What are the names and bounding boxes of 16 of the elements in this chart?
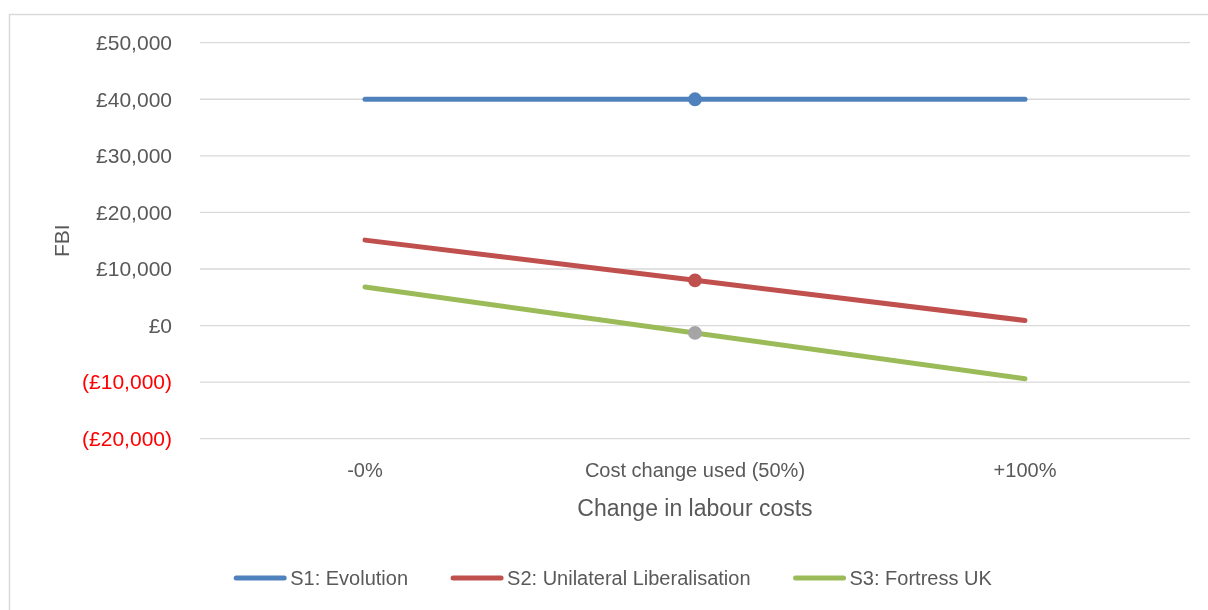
legend-label: S2: Unilateral Liberalisation: [507, 567, 751, 589]
x-tick-label: -0%: [347, 459, 383, 481]
y-tick-label: £30,000: [96, 144, 172, 168]
y-tick-label: £50,000: [96, 31, 172, 55]
y-tick-label: £20,000: [96, 200, 172, 224]
legend-label: S1: Evolution: [290, 567, 409, 589]
y-tick-label: (£10,000): [82, 370, 172, 394]
y-tick-label: £0: [148, 313, 172, 337]
x-tick-label: +100%: [993, 459, 1057, 481]
y-tick-label: £10,000: [96, 257, 172, 281]
x-axis-title: Change in labour costs: [577, 495, 813, 522]
x-tick-label: Cost change used (50%): [584, 459, 806, 481]
legend-label: S3: Fortress UK: [849, 567, 993, 589]
y-axis-title: FBI: [50, 224, 74, 258]
y-tick-label: £40,000: [96, 87, 172, 111]
y-tick-label: (£20,000): [82, 427, 172, 451]
